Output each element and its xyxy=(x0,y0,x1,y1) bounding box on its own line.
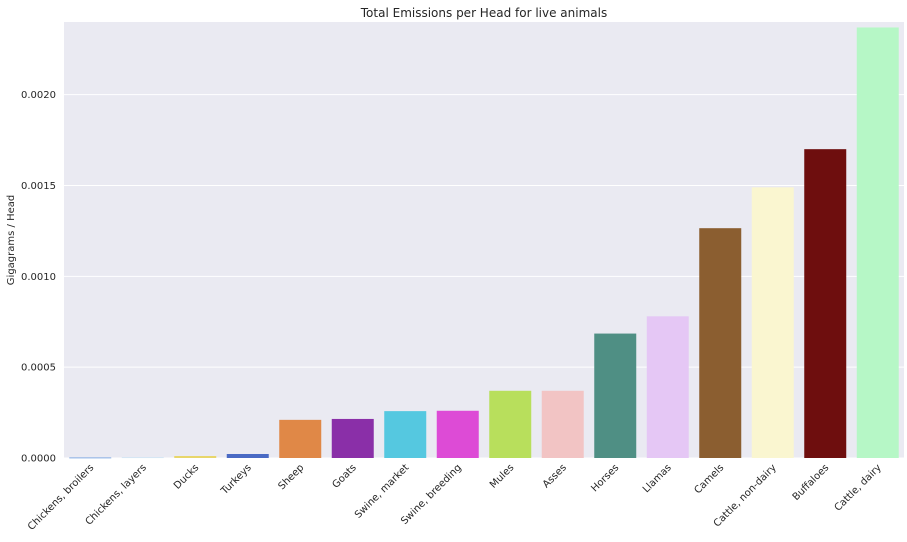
bar-turkeys xyxy=(226,454,269,458)
bar-llamas xyxy=(646,316,689,458)
y-axis-ticks: 0.0000 0.0005 0.0010 0.0015 0.0020 xyxy=(21,90,56,464)
bar-ducks xyxy=(174,456,217,458)
bar-horses xyxy=(594,333,637,458)
bar-buffaloes xyxy=(804,149,847,458)
x-tick-label: Camels xyxy=(692,462,726,496)
y-tick-label: 0.0010 xyxy=(21,272,56,283)
x-tick-label: Turkeys xyxy=(219,462,254,497)
bar-asses xyxy=(541,390,584,458)
bar-cattle-dairy xyxy=(856,27,899,458)
x-tick-label: Swine, market xyxy=(353,462,411,520)
x-tick-label: Horses xyxy=(589,462,621,494)
bar-chickens-layers xyxy=(121,457,164,459)
bar-swine-breeding xyxy=(436,410,479,458)
x-tick-label: Mules xyxy=(488,462,516,490)
y-axis-label: Gigagrams / Head xyxy=(6,195,17,285)
bar-chickens-broilers xyxy=(69,457,112,459)
y-tick-label: 0.0015 xyxy=(21,181,56,192)
x-tick-label: Ducks xyxy=(172,462,201,491)
x-tick-label: Buffaloes xyxy=(791,462,832,503)
y-tick-label: 0.0000 xyxy=(21,454,56,465)
y-tick-label: 0.0005 xyxy=(21,363,56,374)
x-tick-label: Asses xyxy=(541,462,569,490)
bar-mules xyxy=(489,390,532,458)
bar-sheep xyxy=(279,419,322,458)
x-tick-label: Sheep xyxy=(276,462,306,492)
bar-swine-market xyxy=(384,411,427,458)
bars xyxy=(69,27,899,459)
y-tick-label: 0.0020 xyxy=(21,90,56,101)
chart-title: Total Emissions per Head for live animal… xyxy=(360,6,607,20)
bar-camels xyxy=(699,228,742,458)
x-tick-label: Cattle, dairy xyxy=(833,462,884,513)
bar-cattle-non-dairy xyxy=(751,187,794,459)
x-tick-label: Goats xyxy=(330,462,358,490)
x-tick-label: Llamas xyxy=(641,462,674,495)
bar-goats xyxy=(331,418,374,458)
